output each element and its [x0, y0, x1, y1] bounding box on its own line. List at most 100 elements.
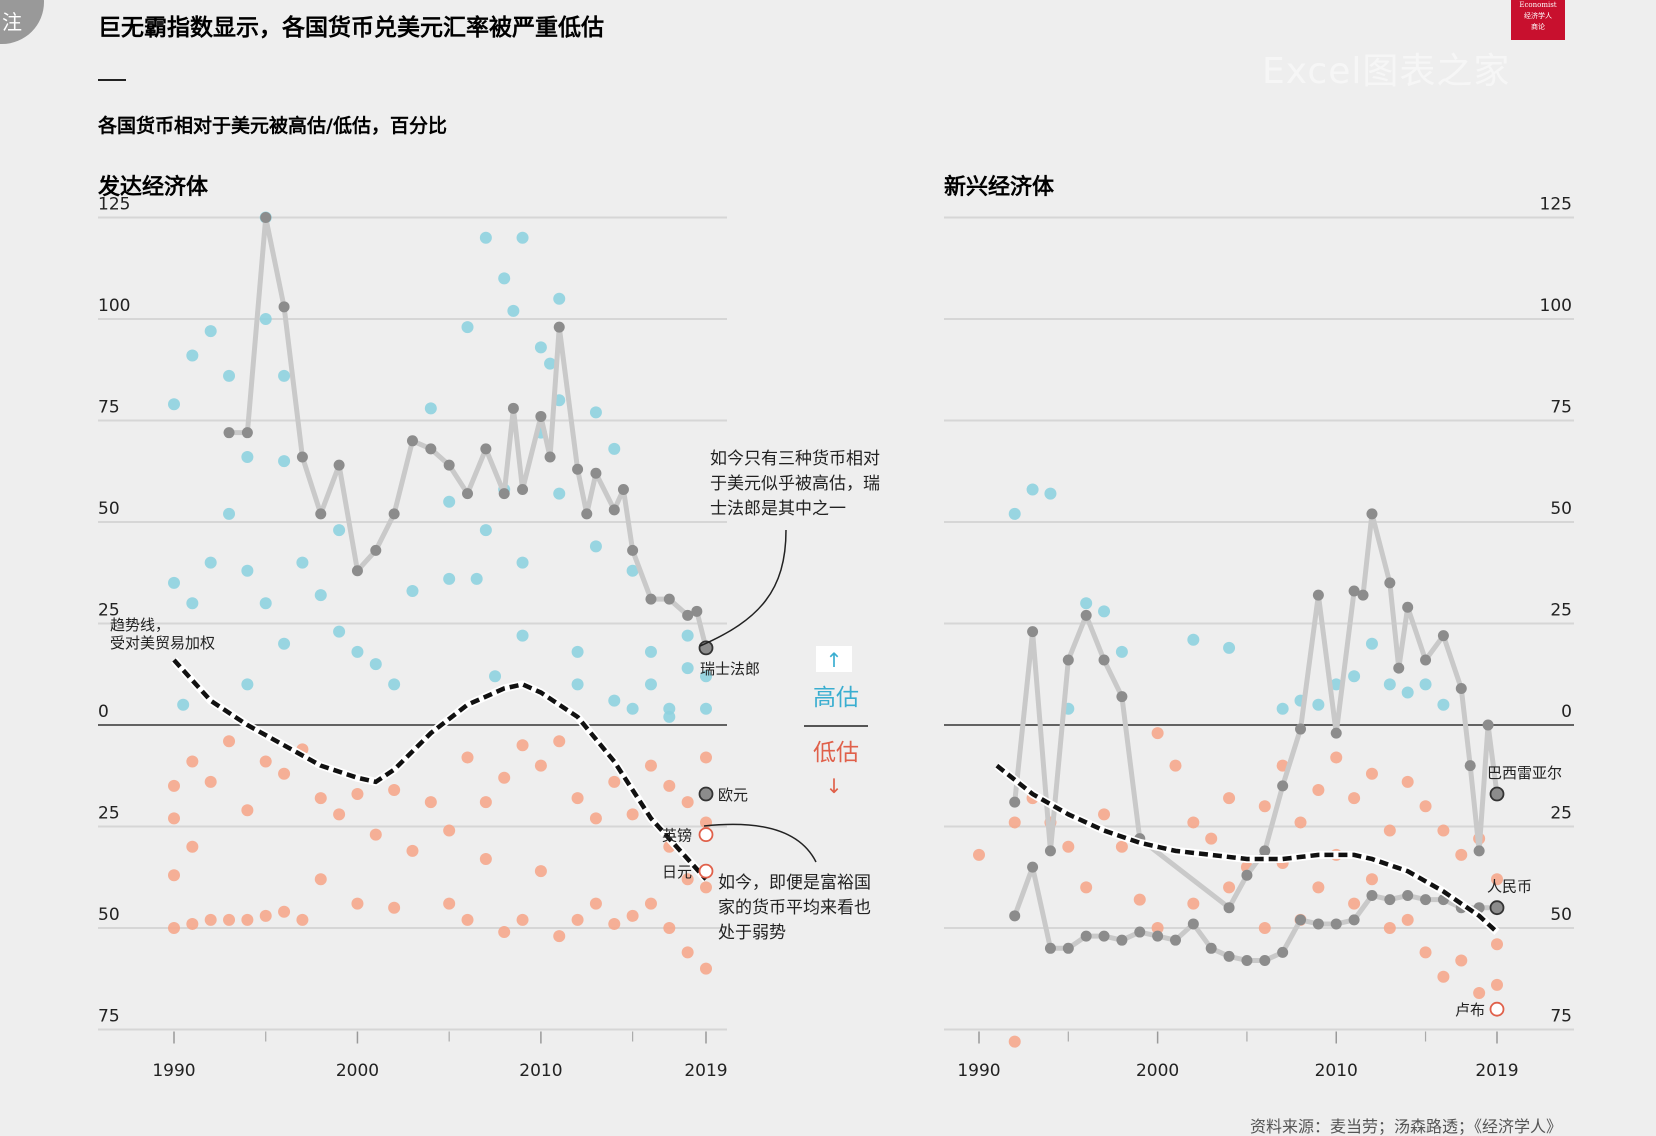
under-point — [1419, 946, 1432, 959]
over-point — [470, 572, 483, 585]
under-point — [351, 897, 364, 910]
under-point — [1169, 759, 1182, 772]
under-point — [406, 844, 419, 857]
under-point — [1098, 808, 1111, 821]
series-point-人民币 — [1330, 918, 1342, 930]
over-point — [1330, 678, 1343, 691]
series-point-人民币 — [1223, 950, 1235, 962]
under-point — [278, 767, 291, 780]
series-point-巴西雷亚尔 — [1348, 585, 1360, 597]
over-point — [1437, 698, 1450, 711]
end-label: 日元 — [662, 863, 692, 881]
series-point-巴西雷亚尔 — [1277, 780, 1289, 792]
over-point — [241, 451, 254, 464]
under-point — [1455, 954, 1468, 967]
y-tick-label-developed: 0 — [98, 702, 109, 722]
series-point-巴西雷亚尔 — [1384, 577, 1396, 589]
series-point-巴西雷亚尔 — [1455, 682, 1467, 694]
series-point-瑞士法郎 — [535, 410, 547, 422]
over-point — [388, 678, 401, 691]
series-point-巴西雷亚尔 — [1330, 727, 1342, 739]
under-point — [644, 759, 657, 772]
y-tick-label-emerging: 25 — [1550, 804, 1572, 824]
under-point — [1223, 792, 1236, 805]
end-label: 卢布 — [1455, 1001, 1485, 1019]
over-point — [489, 670, 502, 683]
under-point — [443, 897, 456, 910]
under-point — [1258, 922, 1271, 934]
under-point — [369, 828, 382, 841]
annotation-under: 如今，即便是富裕国 — [718, 873, 871, 893]
under-point — [1491, 978, 1503, 991]
under-point — [973, 848, 985, 861]
panel-emerging — [944, 216, 1574, 1048]
over-point — [626, 564, 639, 577]
series-point-瑞士法郎 — [590, 467, 602, 479]
y-tick-label-emerging: 25 — [1550, 601, 1572, 621]
x-tick-label-emerging: 1990 — [957, 1061, 1000, 1081]
over-point — [1348, 670, 1361, 683]
series-point-瑞士法郎 — [406, 435, 418, 447]
over-point — [168, 398, 180, 411]
under-point — [1187, 816, 1200, 829]
x-tick-label-developed: 1990 — [152, 1061, 195, 1081]
annotation-over: 于美元似乎被高估，瑞 — [710, 474, 880, 494]
y-tick-label-developed: 125 — [98, 195, 130, 215]
series-point-瑞士法郎 — [278, 301, 290, 313]
over-point — [278, 637, 291, 650]
y-tick-label-emerging: 50 — [1550, 499, 1572, 519]
series-point-巴西雷亚尔 — [1437, 630, 1449, 642]
end-marker — [1489, 900, 1505, 916]
y-tick-label-emerging: 75 — [1550, 398, 1572, 418]
series-point-人民币 — [1312, 918, 1324, 930]
annotation-over-leader — [699, 529, 787, 647]
trend-label: 受对美贸易加权 — [110, 634, 215, 652]
panel-title-developed: 发达经济体 — [97, 174, 209, 200]
y-tick-label-emerging: 125 — [1540, 195, 1572, 215]
series-point-巴西雷亚尔 — [1393, 662, 1405, 674]
series-point-人民币 — [1044, 942, 1056, 954]
series-point-巴西雷亚尔 — [1062, 654, 1074, 666]
under-point — [626, 808, 639, 821]
over-point — [1008, 507, 1021, 520]
series-point-人民币 — [1366, 890, 1378, 902]
under-point — [1348, 897, 1361, 910]
under-point — [1365, 873, 1378, 886]
under-point — [223, 913, 236, 926]
over-point — [333, 524, 346, 537]
series-point-人民币 — [1187, 918, 1199, 930]
trend-halo-developed — [171, 657, 709, 882]
over-point — [644, 678, 657, 691]
series-point-人民币 — [1277, 946, 1289, 958]
over-point — [1026, 483, 1039, 496]
under-point — [534, 759, 547, 772]
corner-badge: 注 — [0, 0, 44, 44]
over-point — [479, 231, 492, 244]
series-point-人民币 — [1098, 930, 1110, 942]
watermark-text: Excel图表之家 — [1262, 51, 1511, 92]
under-point — [1062, 840, 1075, 853]
under-point — [516, 739, 529, 752]
under-point — [700, 816, 712, 829]
annotation-over: 如今只有三种货币相对 — [710, 449, 880, 469]
under-point — [571, 792, 584, 805]
series-point-瑞士法郎 — [572, 463, 584, 475]
series-point-人民币 — [1027, 861, 1039, 873]
series-point-瑞士法郎 — [370, 544, 382, 556]
under-point — [204, 775, 217, 788]
under-point — [608, 775, 621, 788]
under-point — [1008, 1035, 1021, 1048]
series-point-巴西雷亚尔 — [1295, 723, 1307, 735]
series-point-瑞士法郎 — [462, 488, 474, 500]
series-point-瑞士法郎 — [627, 544, 639, 556]
series-line-巴西雷亚尔 — [1012, 511, 1500, 911]
under-point — [204, 913, 217, 926]
source-note: 资料来源：麦当劳；汤森路透；《经济学人》 — [1250, 1117, 1562, 1136]
over-point — [516, 231, 529, 244]
under-point — [681, 946, 694, 959]
y-tick-label-developed: 25 — [98, 601, 120, 621]
series-point-巴西雷亚尔 — [1312, 589, 1324, 601]
over-point — [259, 597, 272, 610]
over-point — [498, 272, 511, 285]
under-point — [1223, 881, 1236, 894]
